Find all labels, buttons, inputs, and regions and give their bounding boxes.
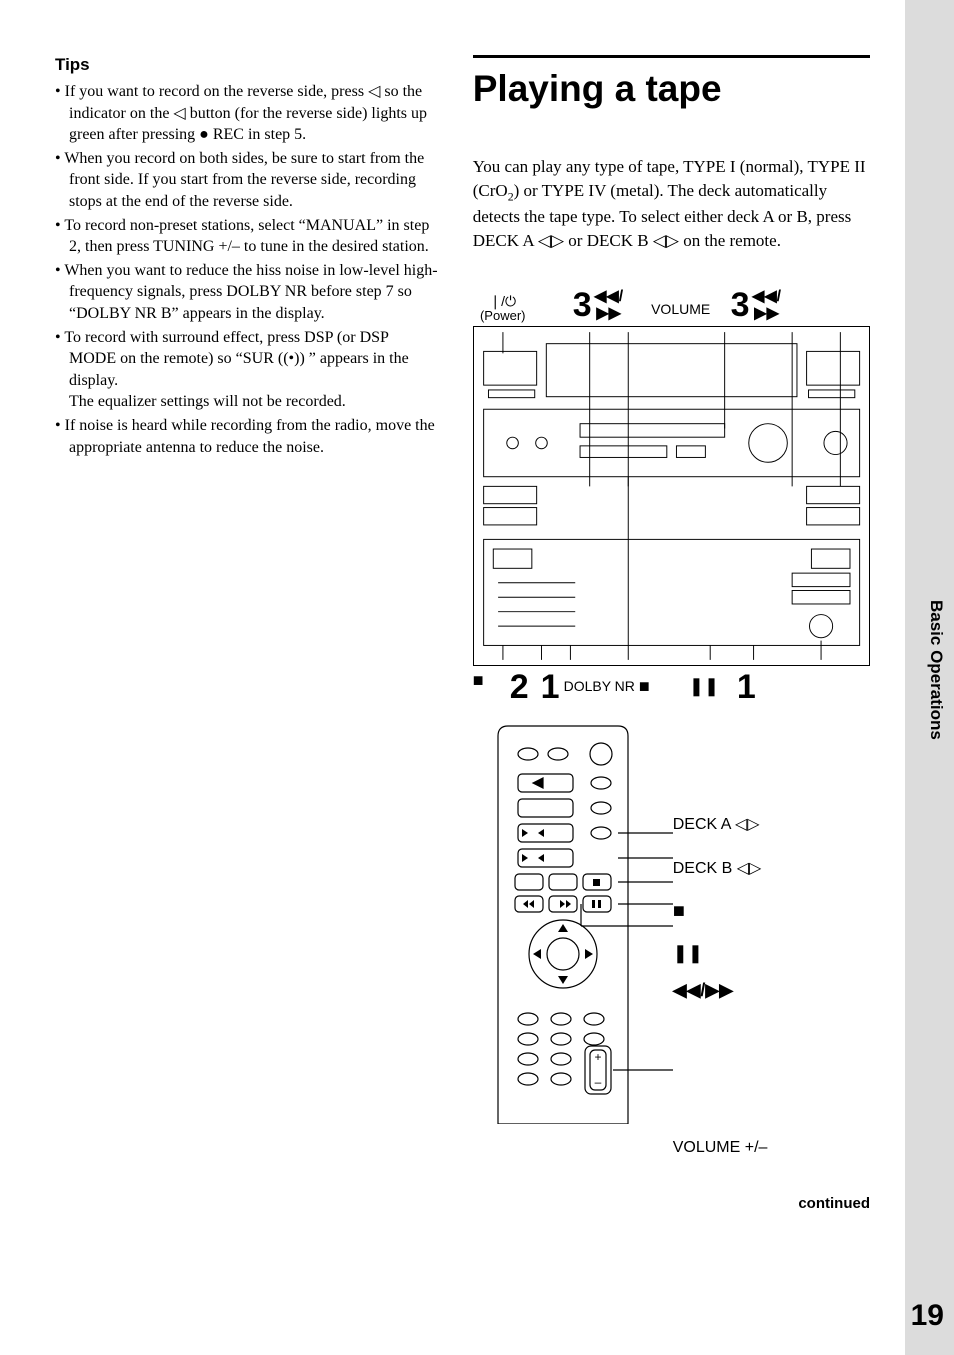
tip-item: To record with surround effect, press DS… xyxy=(55,327,438,413)
remote-svg: + – xyxy=(473,724,673,1124)
tip-item: When you record on both sides, be sure t… xyxy=(55,148,438,213)
dolby-label: DOLBY NR xyxy=(560,670,639,694)
continued-indicator: continued xyxy=(473,1195,870,1212)
callout-volume: VOLUME xyxy=(646,302,716,323)
tips-list: If you want to record on the reverse sid… xyxy=(55,81,438,458)
bottom-callouts: ■ 2 1 DOLBY NR ■ ❚❚ 1 xyxy=(473,670,870,704)
left-column: Tips If you want to record on the revers… xyxy=(55,55,438,1212)
section-title: Playing a tape xyxy=(473,68,870,110)
label-volume: VOLUME +/– xyxy=(673,1139,870,1157)
stop-icon: ■ xyxy=(473,670,495,691)
remote-callout-labels: DECK A ◁▷ DECK B ◁▷ ■ ❚❚ ◀◀/▶▶ VOLUME +/… xyxy=(673,724,870,1177)
tip-item: If noise is heard while recording from t… xyxy=(55,415,438,458)
stop-icon: ■ xyxy=(639,670,659,697)
callout-power: ❘/⏻ (Power) xyxy=(473,294,533,322)
stereo-unit-illustration xyxy=(473,326,870,666)
callout-step-3b: 3 xyxy=(731,288,750,322)
tip-item: To record non-preset stations, select “M… xyxy=(55,215,438,258)
unit-svg xyxy=(474,327,869,665)
two-column-layout: Tips If you want to record on the revers… xyxy=(55,55,870,1212)
power-label: (Power) xyxy=(473,309,533,323)
top-callouts: ❘/⏻ (Power) 3 ◀◀/ ▶▶ VOLUME 3 ◀◀/ ▶▶ xyxy=(473,270,870,322)
callout-step-1b: 1 xyxy=(737,670,756,704)
label-stop: ■ xyxy=(673,900,870,923)
label-rewff: ◀◀/▶▶ xyxy=(673,980,870,1001)
right-column: Playing a tape You can play any type of … xyxy=(473,55,870,1212)
unit-diagram: ❘/⏻ (Power) 3 ◀◀/ ▶▶ VOLUME 3 ◀◀/ ▶▶ xyxy=(473,270,870,704)
label-deck-a: DECK A ◁▷ xyxy=(673,814,870,834)
power-icon: ❘/⏻ xyxy=(473,294,533,309)
rewff-icon: ◀◀/ ▶▶ xyxy=(750,289,784,323)
svg-text:–: – xyxy=(594,1075,601,1089)
intro-paragraph: You can play any type of tape, TYPE I (n… xyxy=(473,155,870,252)
remote-diagram: + – DECK A ◁▷ DECK B ◁▷ ■ ❚❚ ◀◀/▶▶ VOLUM… xyxy=(473,724,870,1177)
label-deck-b: DECK B ◁▷ xyxy=(673,858,870,878)
tip-item: When you want to reduce the hiss noise i… xyxy=(55,260,438,325)
intro-text: ) or TYPE IV (metal). The deck automatic… xyxy=(473,181,852,250)
page-number: 19 xyxy=(911,1299,944,1333)
callout-step-2: 2 xyxy=(510,670,529,704)
manual-page: Tips If you want to record on the revers… xyxy=(0,0,905,1355)
rewff-icon: ◀◀/ ▶▶ xyxy=(592,289,626,323)
section-tab: Basic Operations xyxy=(926,600,946,740)
section-rule xyxy=(473,55,870,58)
label-pause: ❚❚ xyxy=(673,943,870,964)
callout-step-1: 1 xyxy=(541,670,560,704)
tip-item: If you want to record on the reverse sid… xyxy=(55,81,438,146)
pause-icon: ❚❚ xyxy=(689,670,717,697)
svg-text:+: + xyxy=(594,1050,601,1064)
callout-step-3: 3 xyxy=(573,288,592,322)
tips-heading: Tips xyxy=(55,55,438,75)
